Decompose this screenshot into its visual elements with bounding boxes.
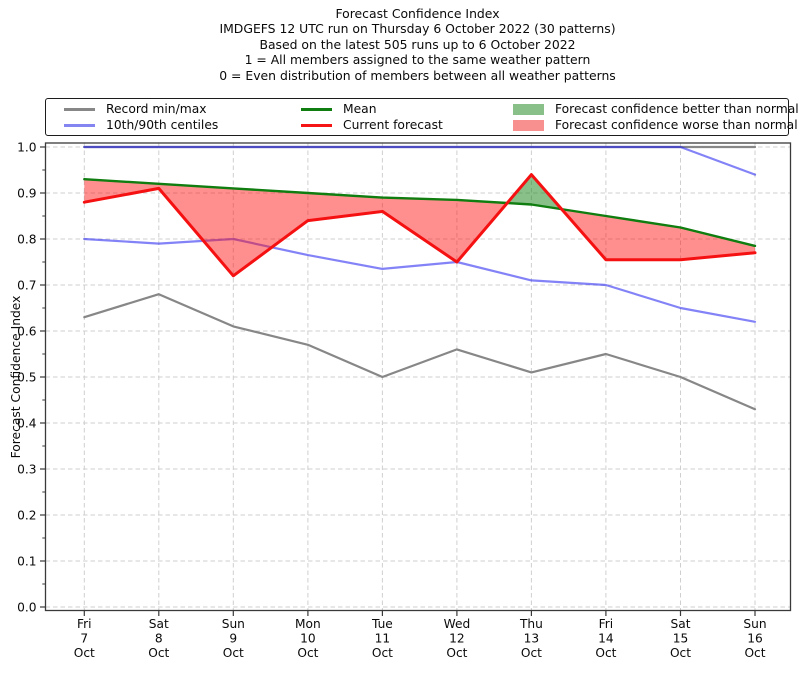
x-tick-label: Tue (371, 617, 393, 631)
legend-label: Current forecast (343, 118, 443, 132)
y-axis-label: Forecast Confidence Index (9, 295, 23, 459)
y-tick-label: 0.5 (17, 370, 36, 384)
y-tick-label: 0.4 (17, 416, 37, 430)
legend-entry-record-minmax: Record min/max (64, 101, 207, 117)
x-tick-label: Oct (521, 646, 542, 660)
current-forecast-line-swatch (301, 123, 332, 127)
x-tick-label: 15 (673, 632, 689, 646)
y-tick-label: 0.6 (17, 324, 36, 338)
y-tick-label: 0.3 (17, 462, 36, 476)
y-tick-label: 0.2 (17, 508, 36, 522)
chart-title: Forecast Confidence Index (335, 6, 500, 21)
y-tick-label: 1.0 (17, 140, 36, 154)
record-minmax-line-swatch (64, 107, 95, 111)
legend-entry-confidence-worse: Forecast confidence worse than normal (513, 117, 798, 133)
legend-label: 10th/90th centiles (106, 118, 219, 132)
series-centile_90-line (83, 145, 757, 176)
confidence-better-patch-swatch (513, 103, 544, 115)
mean-line-swatch (301, 107, 332, 111)
x-tick-label: 14 (598, 632, 614, 646)
x-tick-label: 13 (524, 632, 540, 646)
x-tick-label: Oct (297, 646, 318, 660)
series-mean-line (83, 178, 757, 248)
y-tick-label: 0.0 (17, 600, 36, 614)
series-centile_10-line (83, 237, 757, 323)
x-tick-label: Sun (743, 617, 766, 631)
x-tick-label: Fri (599, 617, 614, 631)
x-tick-label: 8 (155, 632, 163, 646)
chart-subtitle-runs: Based on the latest 505 runs up to 6 Oct… (259, 36, 576, 52)
x-tick-label: Oct (74, 646, 95, 660)
x-tick-label: Sun (222, 617, 245, 631)
legend-label: Record min/max (106, 102, 207, 116)
chart-subtitle-scale-1: 1 = All members assigned to the same wea… (244, 52, 591, 68)
legend-label: Forecast confidence better than normal (555, 102, 799, 116)
x-tick-label: Fri (77, 617, 92, 631)
x-tick-label: 11 (375, 632, 391, 646)
x-tick-label: 7 (80, 632, 88, 646)
centiles-line-swatch (64, 123, 95, 127)
y-tick-label: 0.1 (17, 554, 36, 568)
chart-subtitle-run: IMDGEFS 12 UTC run on Thursday 6 October… (219, 21, 616, 37)
x-tick-label: Thu (519, 617, 543, 631)
x-tick-label: Oct (148, 646, 169, 660)
x-tick-label: Oct (372, 646, 393, 660)
fill-confidence-worse (561, 209, 755, 260)
x-tick-label: Oct (744, 646, 765, 660)
y-tick-label: 0.9 (17, 186, 36, 200)
legend-entry-confidence-better: Forecast confidence better than normal (513, 101, 799, 117)
x-tick-label: Sat (671, 617, 691, 631)
x-tick-label: Wed (444, 617, 471, 631)
chart-subtitle-scale-0: 0 = Even distribution of members between… (219, 67, 616, 83)
legend-box: Record min/max 10th/90th centiles Mean C… (45, 98, 799, 136)
x-tick-label: 9 (229, 632, 237, 646)
x-tick-label: Oct (446, 646, 467, 660)
y-tick-label: 0.7 (17, 278, 36, 292)
fill-confidence-worse (84, 179, 508, 276)
series-record_min-line (83, 293, 757, 411)
series-current-line (82, 173, 757, 278)
y-tick-label: 0.8 (17, 232, 36, 246)
legend-label: Forecast confidence worse than normal (555, 118, 798, 132)
confidence-worse-patch-swatch (513, 119, 544, 131)
x-tick-label: Sat (149, 617, 169, 631)
x-tick-label: Oct (670, 646, 691, 660)
x-tick-label: 16 (747, 632, 763, 646)
legend-entry-current-forecast: Current forecast (301, 117, 443, 133)
x-tick-label: Oct (595, 646, 616, 660)
x-tick-label: Oct (223, 646, 244, 660)
fill-confidence-better (507, 174, 562, 210)
legend-label: Mean (343, 102, 377, 116)
x-tick-label: Mon (295, 617, 321, 631)
legend-entry-mean: Mean (301, 101, 377, 117)
legend-entry-centiles: 10th/90th centiles (64, 117, 218, 133)
chart-title-block: Forecast Confidence Index IMDGEFS 12 UTC… (45, 6, 790, 83)
x-tick-label: 12 (449, 632, 465, 646)
x-tick-label: 10 (300, 632, 316, 646)
